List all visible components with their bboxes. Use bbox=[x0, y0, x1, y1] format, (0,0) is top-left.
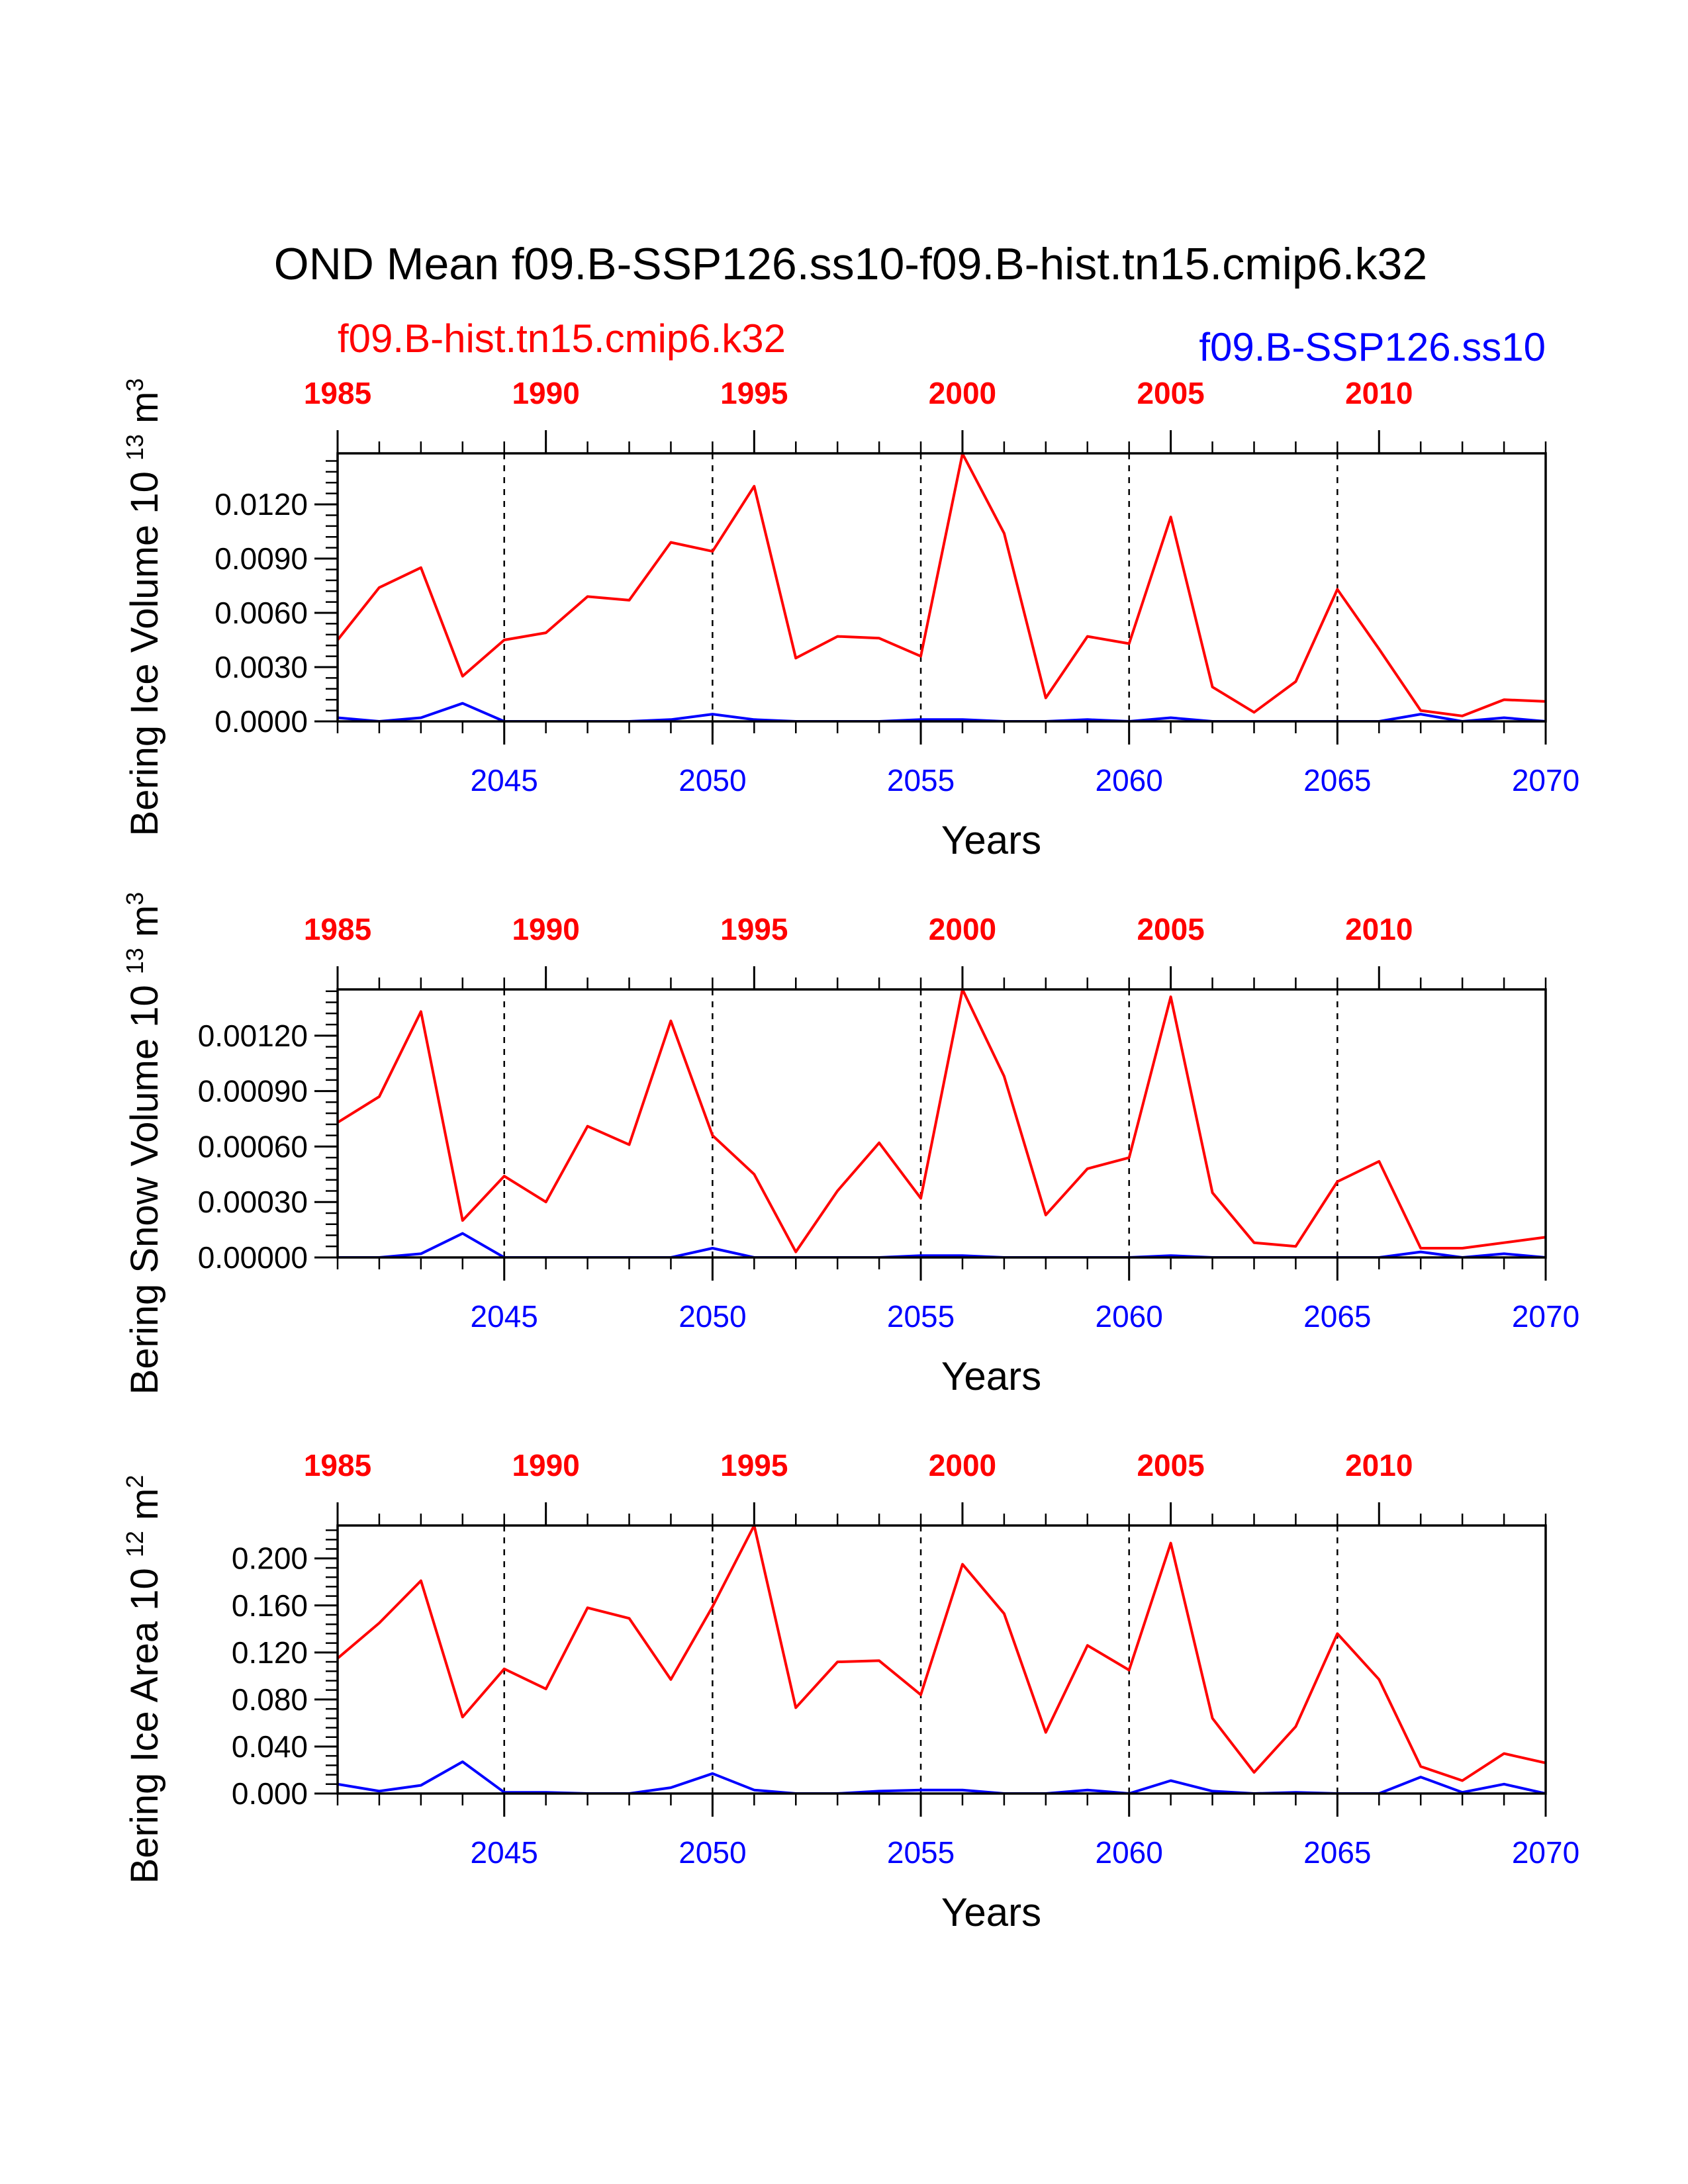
panel-2: 0.00000 0.00030 0.00060 0.00090 0.00120 2045 2… bbox=[121, 892, 1579, 1398]
top-tick-label: 2000 bbox=[929, 912, 996, 946]
bottom-tick-label: 2050 bbox=[679, 1835, 746, 1870]
bottom-tick-label: 2045 bbox=[471, 763, 538, 797]
series-line-hist bbox=[338, 452, 1546, 717]
y-tick-label: 0.0120 bbox=[214, 487, 308, 522]
bottom-tick-label: 2060 bbox=[1096, 1835, 1163, 1870]
y-tick-label: 0.00120 bbox=[198, 1019, 308, 1053]
top-tick-label: 2005 bbox=[1137, 376, 1204, 410]
top-tick-label: 1985 bbox=[304, 912, 371, 946]
top-tick-label: 1985 bbox=[304, 1448, 371, 1482]
top-tick-label: 2010 bbox=[1345, 1448, 1413, 1482]
top-tick-label: 2000 bbox=[929, 1448, 996, 1482]
bottom-tick-label: 2070 bbox=[1512, 763, 1579, 797]
x-axis-label: Years bbox=[941, 818, 1041, 862]
top-tick-label: 1990 bbox=[512, 1448, 579, 1482]
top-tick-label: 2005 bbox=[1137, 1448, 1204, 1482]
x-axis-label: Years bbox=[941, 1890, 1041, 1934]
series-line-ssp bbox=[338, 1232, 1546, 1257]
y-tick-label: 0.00000 bbox=[198, 1240, 308, 1275]
top-tick-label: 1990 bbox=[512, 912, 579, 946]
x-axis-label: Years bbox=[941, 1354, 1041, 1398]
bottom-tick-label: 2045 bbox=[471, 1299, 538, 1334]
top-tick-label: 1995 bbox=[720, 912, 788, 946]
bottom-tick-label: 2060 bbox=[1096, 1299, 1163, 1334]
bottom-tick-label: 2070 bbox=[1512, 1299, 1579, 1334]
y-tick-label: 0.00030 bbox=[198, 1185, 308, 1219]
top-tick-label: 2000 bbox=[929, 376, 996, 410]
bottom-tick-label: 2065 bbox=[1303, 1835, 1371, 1870]
bottom-tick-label: 2065 bbox=[1303, 763, 1371, 797]
y-axis-label: Bering Snow Volume 10 13 m3 bbox=[121, 892, 166, 1395]
series-line-ssp bbox=[338, 1760, 1546, 1794]
bottom-tick-label: 2060 bbox=[1096, 763, 1163, 797]
top-tick-label: 2010 bbox=[1345, 912, 1413, 946]
top-tick-label: 2010 bbox=[1345, 376, 1413, 410]
panel-3: 0.000 0.040 0.080 0.120 0.160 0.200 2045 2050 20… bbox=[121, 1448, 1579, 1934]
panel-1: 0.0000 0.0030 0.0060 0.0090 0.0120 2045 2050 20… bbox=[121, 376, 1579, 862]
bottom-tick-label: 2065 bbox=[1303, 1299, 1371, 1334]
chart-title: OND Mean f09.B-SSP126.ss10-f09.B-hist.tn… bbox=[274, 239, 1427, 289]
y-tick-label: 0.000 bbox=[232, 1776, 308, 1811]
bottom-tick-label: 2070 bbox=[1512, 1835, 1579, 1870]
plot-frame bbox=[336, 988, 1547, 1259]
y-tick-label: 0.040 bbox=[232, 1729, 308, 1764]
top-tick-label: 1990 bbox=[512, 376, 579, 410]
y-tick-label: 0.0000 bbox=[214, 704, 308, 739]
series-line-hist bbox=[338, 1524, 1546, 1782]
bottom-tick-label: 2050 bbox=[679, 763, 746, 797]
top-tick-label: 1995 bbox=[720, 1448, 788, 1482]
top-tick-label: 1995 bbox=[720, 376, 788, 410]
series-line-hist bbox=[338, 988, 1546, 1253]
bottom-tick-label: 2055 bbox=[887, 1299, 955, 1334]
plot-frame bbox=[336, 1524, 1547, 1795]
bottom-tick-label: 2045 bbox=[471, 1835, 538, 1870]
top-tick-label: 2005 bbox=[1137, 912, 1204, 946]
series-line-ssp bbox=[338, 702, 1546, 721]
y-tick-label: 0.00090 bbox=[198, 1074, 308, 1109]
y-axis-label: Bering Ice Volume 10 13 m3 bbox=[121, 379, 166, 837]
plot-frame bbox=[336, 452, 1547, 723]
bottom-tick-label: 2050 bbox=[679, 1299, 746, 1334]
y-tick-label: 0.160 bbox=[232, 1588, 308, 1623]
y-tick-label: 0.080 bbox=[232, 1682, 308, 1717]
legend-hist-label: f09.B-hist.tn15.cmip6.k32 bbox=[338, 316, 786, 361]
bottom-tick-label: 2055 bbox=[887, 1835, 955, 1870]
y-tick-label: 0.0060 bbox=[214, 596, 308, 630]
y-tick-label: 0.00060 bbox=[198, 1129, 308, 1163]
y-tick-label: 0.200 bbox=[232, 1541, 308, 1576]
y-tick-label: 0.120 bbox=[232, 1635, 308, 1670]
y-tick-label: 0.0090 bbox=[214, 541, 308, 576]
legend-ssp-label: f09.B-SSP126.ss10 bbox=[1199, 325, 1546, 369]
y-tick-label: 0.0030 bbox=[214, 650, 308, 684]
top-tick-label: 1985 bbox=[304, 376, 371, 410]
y-axis-label: Bering Ice Area 10 12 m2 bbox=[121, 1475, 166, 1884]
bottom-tick-label: 2055 bbox=[887, 763, 955, 797]
